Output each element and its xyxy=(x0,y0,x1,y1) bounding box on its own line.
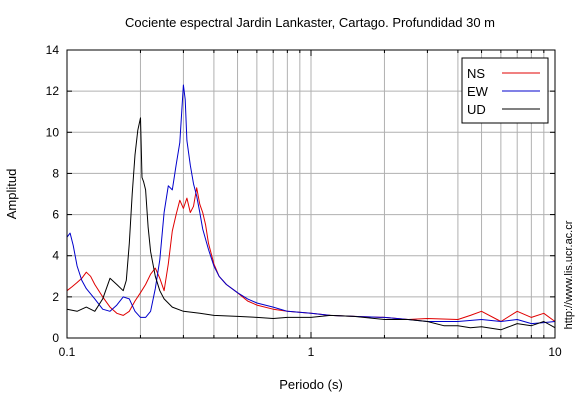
legend: NS EW UD xyxy=(461,57,549,124)
legend-label-ew: EW xyxy=(467,84,489,99)
y-tick-label: 14 xyxy=(46,43,60,57)
y-tick-label: 8 xyxy=(52,166,59,180)
legend-label-ns: NS xyxy=(467,66,485,81)
x-axis-label: Periodo (s) xyxy=(279,377,343,392)
y-tick-label: 2 xyxy=(52,290,59,304)
x-tick-label: 0.1 xyxy=(59,345,76,359)
series-line-ud xyxy=(66,117,556,331)
ticks xyxy=(66,49,555,339)
x-tick-label: 1 xyxy=(308,345,315,359)
y-tick-label: 4 xyxy=(52,249,59,263)
y-axis-label: Amplitud xyxy=(4,169,19,220)
watermark-url: http://www.lis.ucr.ac.cr xyxy=(563,220,575,329)
legend-label-ud: UD xyxy=(467,102,486,117)
y-tick-label: 6 xyxy=(52,208,59,222)
y-tick-label: 0 xyxy=(52,331,59,345)
tick-labels: 0.1 1 10 0 2 4 6 8 10 12 14 xyxy=(46,43,562,359)
series-line-ew xyxy=(66,84,556,325)
y-tick-label: 12 xyxy=(46,84,60,98)
x-tick-label: 10 xyxy=(548,345,562,359)
chart-title: Cociente espectral Jardin Lankaster, Car… xyxy=(125,15,495,30)
series-layer xyxy=(66,84,556,331)
y-tick-label: 10 xyxy=(46,125,60,139)
